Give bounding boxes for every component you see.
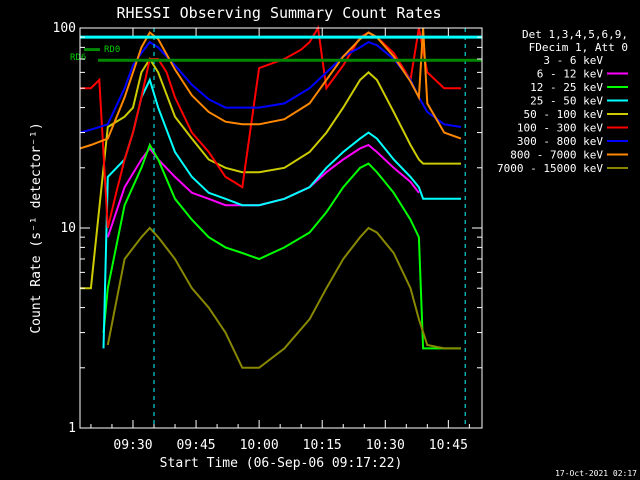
plot-markers-group: RD0 RD6 xyxy=(70,28,482,428)
x-axis-label: Start Time (06-Sep-06 09:17:22) xyxy=(160,456,403,471)
legend: Det 1,3,4,5,6,9,FDecim 1, Att 03 - 6 keV… xyxy=(497,28,628,175)
chart-title: RHESSI Observing Summary Count Rates xyxy=(116,4,441,22)
y-tick-label-2: 100 xyxy=(53,21,76,36)
series-line-4 xyxy=(80,57,461,290)
legend-label-2: 12 - 25 keV xyxy=(530,81,603,94)
marker-label-1: RD6 xyxy=(70,53,86,63)
x-tick-label-4: 10:30 xyxy=(366,438,405,453)
legend-label-4: 50 - 100 keV xyxy=(524,108,604,121)
legend-label-1: 6 - 12 keV xyxy=(537,68,604,81)
x-tick-label-5: 10:45 xyxy=(429,438,468,453)
legend-label-0: 3 - 6 keV xyxy=(543,54,603,67)
x-tick-label-0: 09:30 xyxy=(113,438,152,453)
x-tick-label-3: 10:15 xyxy=(303,438,342,453)
series-line-0 xyxy=(106,190,461,328)
y-tick-label-0: 1 xyxy=(68,421,76,436)
legend-label-6: 300 - 800 keV xyxy=(517,135,603,148)
marker-label-0: RD0 xyxy=(104,45,120,55)
legend-label-7: 800 - 7000 keV xyxy=(510,149,603,162)
legend-header-1: FDecim 1, Att 0 xyxy=(529,41,628,54)
series-line-5 xyxy=(80,25,461,229)
y-axis-label: Count Rate (s⁻¹ detector⁻¹) xyxy=(29,122,44,333)
y-axis: 1 10 100 xyxy=(53,21,482,436)
series-line-2 xyxy=(102,142,461,350)
y-tick-label-1: 10 xyxy=(60,221,76,236)
x-axis: 09:30 09:45 10:00 10:15 10:30 10:45 xyxy=(90,28,470,453)
timestamp: 17-Oct-2021 02:17 xyxy=(555,469,637,478)
x-tick-label-1: 09:45 xyxy=(176,438,215,453)
legend-header-0: Det 1,3,4,5,6,9, xyxy=(522,28,628,41)
legend-label-3: 25 - 50 keV xyxy=(530,95,603,108)
series-line-8 xyxy=(106,226,461,369)
x-tick-label-2: 10:00 xyxy=(240,438,279,453)
legend-label-5: 100 - 300 keV xyxy=(517,122,603,135)
legend-label-8: 7000 - 15000 keV xyxy=(497,162,603,175)
